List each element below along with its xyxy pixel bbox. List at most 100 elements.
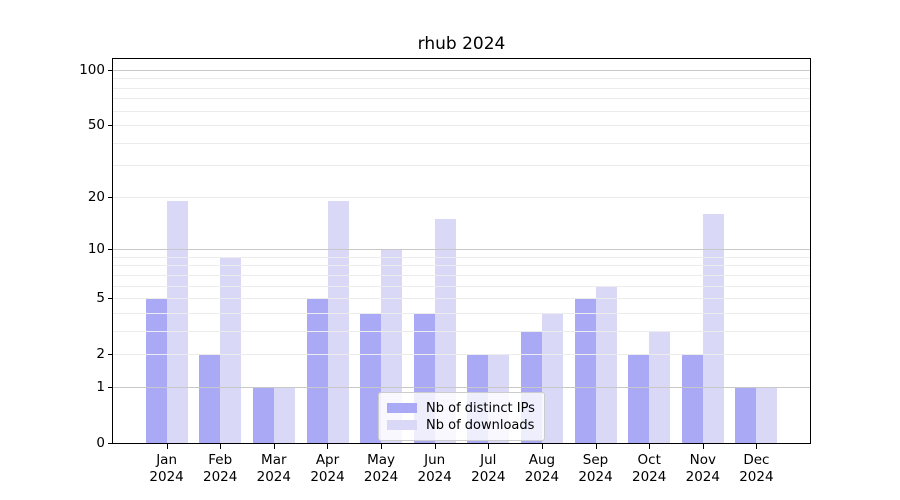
year-label: 2024 [417, 469, 452, 485]
x-tick-label-mar: Mar 2024 [244, 452, 304, 486]
year-label: 2024 [363, 469, 399, 485]
bar-downloads-feb [220, 256, 242, 443]
legend-item-0: Nb of distinct IPs [387, 400, 536, 416]
x-tick-mark-dec [756, 444, 757, 449]
year-label: 2024 [739, 469, 774, 485]
major-gridline-10 [113, 249, 810, 250]
chart-title: rhub 2024 [417, 34, 506, 54]
bar-downloads-dec [756, 386, 778, 443]
bar-distinct-ips-sep [574, 298, 596, 443]
y-tick-mark-2 [108, 354, 113, 355]
bar-distinct-ips-mar [252, 386, 274, 443]
month-label: Aug [528, 452, 556, 468]
year-label: 2024 [632, 469, 667, 485]
x-tick-label-feb: Feb 2024 [190, 452, 250, 486]
minor-gridline-6 [113, 286, 810, 287]
minor-gridline-7 [113, 275, 810, 276]
x-tick-label-jan: Jan 2024 [137, 452, 197, 486]
major-gridline-1 [113, 387, 810, 388]
bar-downloads-jan [166, 200, 188, 443]
bar-downloads-oct [649, 330, 671, 443]
x-tick-label-jul: Jul 2024 [458, 452, 518, 486]
month-label: May [367, 452, 396, 468]
major-gridline-100 [113, 70, 810, 71]
month-label: Apr [315, 452, 340, 468]
month-label: Dec [743, 452, 770, 468]
minor-gridline-3 [113, 331, 810, 332]
year-label: 2024 [578, 469, 613, 485]
year-label: 2024 [310, 469, 345, 485]
year-label: 2024 [524, 469, 560, 485]
x-tick-mark-jul [488, 444, 489, 449]
minor-gridline-70 [113, 98, 810, 99]
bar-distinct-ips-jan [145, 298, 167, 443]
x-tick-label-sep: Sep 2024 [566, 452, 626, 486]
x-tick-mark-apr [327, 444, 328, 449]
bar-downloads-mar [273, 386, 295, 443]
bar-distinct-ips-oct [628, 354, 650, 443]
bar-downloads-jun [434, 218, 456, 443]
x-tick-mark-sep [596, 444, 597, 449]
month-label: Sep [582, 452, 609, 468]
x-tick-mark-jan [167, 444, 168, 449]
y-tick-label-50: 50 [87, 117, 105, 134]
bar-downloads-apr [327, 200, 349, 443]
y-tick-mark-100 [108, 70, 113, 71]
y-tick-label-10: 10 [87, 241, 105, 258]
legend-item-1: Nb of downloads [387, 417, 536, 433]
minor-gridline-20 [113, 197, 810, 198]
x-tick-mark-may [381, 444, 382, 449]
minor-gridline-9 [113, 257, 810, 258]
y-tick-mark-5 [108, 298, 113, 299]
x-tick-label-oct: Oct 2024 [619, 452, 679, 486]
y-tick-mark-0 [108, 443, 113, 444]
y-tick-label-20: 20 [87, 188, 105, 205]
month-label: Jun [424, 452, 446, 468]
y-tick-label-2: 2 [96, 346, 105, 363]
x-tick-label-apr: Apr 2024 [298, 452, 358, 486]
bar-downloads-aug [541, 312, 563, 443]
x-tick-mark-oct [649, 444, 650, 449]
bar-distinct-ips-nov [681, 354, 703, 443]
x-tick-mark-feb [220, 444, 221, 449]
y-tick-label-100: 100 [79, 61, 105, 78]
y-tick-mark-50 [108, 125, 113, 126]
year-label: 2024 [149, 469, 184, 485]
bar-downloads-nov [702, 213, 724, 443]
x-tick-label-may: May 2024 [351, 452, 411, 486]
year-label: 2024 [685, 469, 720, 485]
x-tick-mark-aug [542, 444, 543, 449]
plot-area [113, 59, 810, 443]
minor-gridline-90 [113, 78, 810, 79]
bar-distinct-ips-apr [306, 298, 328, 443]
minor-gridline-40 [113, 143, 810, 144]
bar-distinct-ips-may [360, 312, 382, 443]
minor-gridline-80 [113, 88, 810, 89]
x-tick-label-dec: Dec 2024 [726, 452, 786, 486]
legend-label-0: Nb of distinct IPs [426, 400, 535, 416]
legend-label-1: Nb of downloads [426, 417, 535, 433]
legend-swatch-0 [387, 403, 417, 413]
legend-swatch-1 [387, 420, 417, 430]
y-tick-mark-1 [108, 387, 113, 388]
month-label: Jan [156, 452, 177, 468]
bar-distinct-ips-feb [199, 354, 221, 443]
year-label: 2024 [471, 469, 506, 485]
month-label: Feb [208, 452, 233, 468]
minor-gridline-60 [113, 111, 810, 112]
month-label: Jul [480, 452, 497, 468]
minor-gridline-8 [113, 265, 810, 266]
y-tick-label-5: 5 [96, 290, 105, 307]
x-tick-label-jun: Jun 2024 [405, 452, 465, 486]
x-tick-mark-mar [274, 444, 275, 449]
minor-gridline-5 [113, 298, 810, 299]
x-tick-label-nov: Nov 2024 [673, 452, 733, 486]
year-label: 2024 [256, 469, 291, 485]
month-label: Oct [637, 452, 661, 468]
month-label: Nov [689, 452, 716, 468]
minor-gridline-30 [113, 165, 810, 166]
y-tick-mark-10 [108, 249, 113, 250]
minor-gridline-4 [113, 313, 810, 314]
minor-gridline-2 [113, 354, 810, 355]
